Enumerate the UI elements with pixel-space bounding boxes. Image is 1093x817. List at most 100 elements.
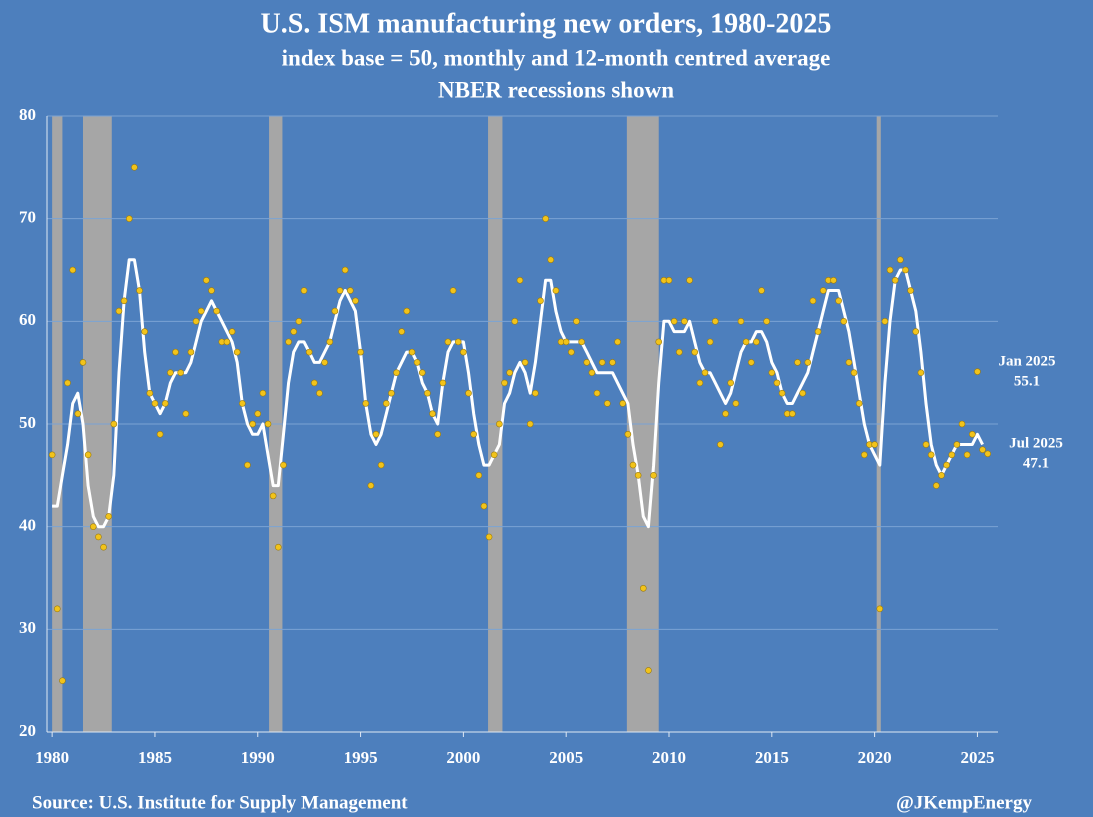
data-point	[675, 348, 683, 356]
data-point	[701, 369, 709, 376]
data-point	[876, 605, 884, 613]
data-point	[789, 410, 796, 418]
data-point	[835, 297, 842, 305]
data-point	[614, 338, 621, 346]
data-point	[316, 389, 323, 397]
data-point	[855, 400, 863, 407]
data-point	[295, 318, 303, 325]
data-point	[830, 276, 837, 284]
data-point	[305, 348, 313, 356]
data-point	[943, 461, 950, 469]
data-point	[897, 256, 904, 264]
annotation: 47.1	[1023, 455, 1049, 471]
data-point	[537, 297, 544, 305]
data-point	[521, 359, 529, 366]
data-point	[506, 369, 513, 376]
data-point	[239, 400, 246, 407]
data-point	[778, 389, 786, 397]
data-point	[634, 472, 642, 479]
data-point	[562, 338, 570, 346]
data-point	[269, 492, 277, 500]
x-tick-label: 2015	[755, 748, 789, 767]
data-point	[691, 348, 699, 356]
data-point	[74, 410, 82, 418]
data-point	[799, 389, 806, 397]
data-point	[655, 338, 663, 346]
data-point	[311, 379, 318, 387]
data-point	[172, 348, 179, 356]
data-point	[228, 328, 236, 335]
data-point	[979, 446, 986, 453]
x-tick-label: 1980	[35, 748, 69, 767]
x-tick-label: 2000	[446, 748, 480, 767]
data-point	[259, 389, 267, 397]
data-point	[804, 359, 812, 366]
data-point	[53, 605, 61, 613]
x-tick-label: 2005	[549, 748, 583, 767]
data-point	[192, 318, 200, 325]
data-point	[629, 461, 637, 469]
data-point	[336, 287, 344, 294]
chart-subtitle: NBER recessions shown	[438, 77, 674, 102]
data-point	[496, 420, 503, 428]
data-point	[382, 400, 390, 407]
annotation: 55.1	[1014, 373, 1040, 389]
data-point	[357, 348, 364, 356]
data-point	[850, 369, 858, 376]
data-point	[578, 338, 585, 346]
data-point	[490, 451, 498, 459]
data-point	[187, 348, 195, 356]
x-tick-label: 2010	[652, 748, 686, 767]
data-point	[429, 410, 436, 418]
data-point	[161, 400, 169, 407]
data-point	[593, 389, 601, 397]
annotation: Jan 2025	[998, 353, 1055, 369]
data-point	[588, 369, 596, 376]
data-point	[953, 441, 961, 448]
x-tick-label: 1985	[138, 748, 172, 767]
data-point	[64, 379, 71, 387]
data-point	[526, 420, 534, 428]
data-point	[280, 461, 287, 469]
data-point	[341, 266, 349, 274]
data-point	[223, 338, 231, 346]
data-point	[151, 400, 159, 407]
data-point	[845, 359, 853, 366]
y-tick-label: 60	[19, 310, 36, 329]
data-point	[69, 266, 77, 274]
data-point	[131, 164, 138, 171]
data-point	[352, 297, 359, 305]
data-point	[886, 266, 894, 274]
data-point	[917, 369, 925, 376]
data-point	[167, 369, 174, 376]
data-point	[408, 348, 416, 356]
data-point	[485, 533, 493, 541]
data-point	[110, 420, 118, 428]
data-point	[747, 359, 755, 366]
data-point	[809, 297, 817, 305]
data-point	[686, 276, 693, 284]
data-point	[732, 400, 740, 407]
data-point	[120, 297, 128, 305]
data-point	[933, 482, 940, 489]
data-point	[532, 389, 539, 397]
data-point	[331, 307, 339, 315]
data-point	[516, 276, 524, 284]
data-point	[768, 369, 776, 376]
data-point	[722, 410, 729, 418]
average-line	[52, 258, 984, 529]
data-point	[233, 348, 241, 356]
data-point	[984, 450, 992, 458]
data-point	[156, 430, 164, 438]
data-point	[696, 379, 704, 387]
data-point	[403, 307, 411, 315]
data-point	[912, 328, 920, 335]
data-point	[511, 318, 519, 325]
y-tick-label: 80	[19, 105, 36, 124]
data-point	[300, 287, 308, 294]
data-point	[367, 482, 375, 489]
data-point	[794, 359, 801, 366]
data-point	[670, 318, 678, 325]
